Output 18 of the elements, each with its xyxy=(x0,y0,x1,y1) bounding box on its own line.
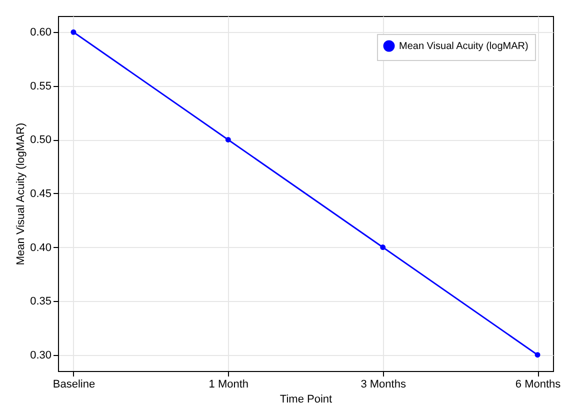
y-axis-title: Mean Visual Acuity (logMAR) xyxy=(15,122,28,266)
x-tick-label: 3 Months xyxy=(360,378,406,390)
point xyxy=(380,244,386,250)
legend-label: Mean Visual Acuity (logMAR) xyxy=(399,41,528,52)
y-tick-label: 0.60 xyxy=(30,26,52,39)
x-tick-label: 6 Months xyxy=(515,378,562,390)
y-tick-label: 0.30 xyxy=(30,349,52,362)
x-tick-label: 1 Month xyxy=(208,378,249,390)
y-tick-label: 0.45 xyxy=(30,188,52,200)
x-axis-title: Time Point xyxy=(280,394,332,406)
point xyxy=(70,29,76,35)
y-tick-label: 0.40 xyxy=(30,242,52,254)
y-tick-label: 0.35 xyxy=(30,296,52,308)
y-tick-label: 0.50 xyxy=(30,134,52,146)
x-tick-label: Baseline xyxy=(52,378,96,390)
y-tick-label: 0.55 xyxy=(30,80,52,92)
point xyxy=(534,352,540,358)
point xyxy=(225,136,231,142)
